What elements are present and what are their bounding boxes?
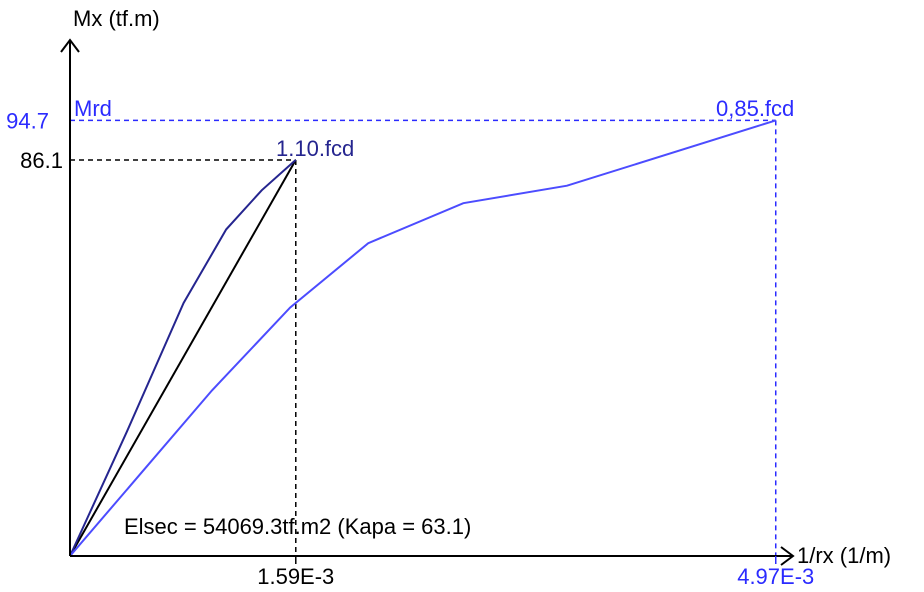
y-tick-label: 94.7	[6, 108, 49, 133]
x-axis-arrowhead	[780, 546, 795, 566]
peak-label-1-10-fcd: 1.10.fcd	[276, 136, 354, 161]
y-axis-arrowhead	[60, 38, 80, 53]
mrd-label: Mrd	[74, 96, 112, 121]
peak-label-0-85-fcd: 0,85.fcd	[716, 96, 794, 121]
x-axis-title: 1/rx (1/m)	[797, 543, 891, 568]
curve-1-10-fcd	[69, 159, 297, 557]
y-tick-label: 86.1	[20, 148, 63, 173]
x-tick-label: 4.97E-3	[737, 564, 814, 589]
curve-0-85-fcd	[69, 119, 776, 557]
x-tick-label: 1.59E-3	[257, 564, 334, 589]
secant-stiffness-line	[69, 159, 297, 557]
secant-stiffness-label: Elsec = 54069.3tf.m2 (Kapa = 63.1)	[124, 514, 471, 539]
y-axis-title: Mx (tf.m)	[73, 6, 160, 31]
